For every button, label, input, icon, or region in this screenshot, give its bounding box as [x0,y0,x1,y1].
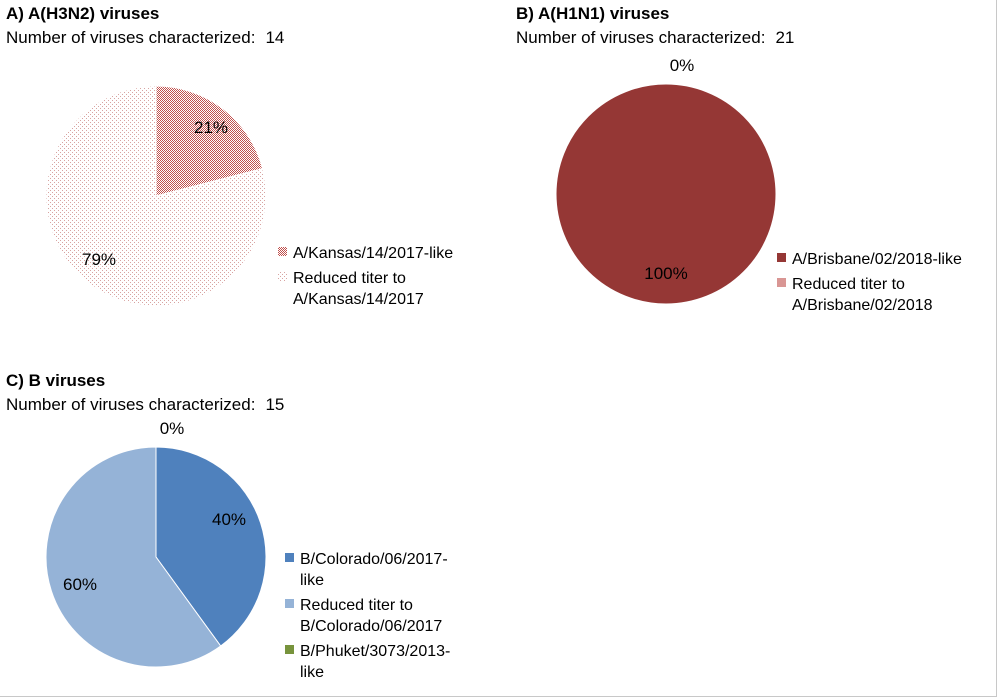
pie-c-legend-label-1: B/Colorado/06/2017- [300,551,448,568]
pie-c-slice-2 [45,446,222,668]
panel-c-title: C) B viruses [6,371,106,390]
pie-a-legend-swatch-2 [278,272,287,281]
pie-a-data-label-2: 79% [82,250,116,269]
pie-c-legend-swatch-2 [285,599,294,608]
pie-c-legend-label-2: Reduced titer to [300,597,413,614]
pie-c-legend-label-1: like [300,572,324,589]
panel-b-count: Number of viruses characterized: 21 [516,28,794,48]
pie-a-legend-label-2: A/Kansas/14/2017 [293,291,424,308]
pie-c-legend-swatch-1 [285,553,294,562]
pie-a-slice-2 [45,85,267,307]
panel-a-count-label: Number of viruses characterized: [6,28,256,47]
panel-a-count-value: 14 [265,28,285,47]
pie-b-legend-label-1: A/Brisbane/02/2018-like [792,251,962,268]
pie-c-legend-label-3: B/Phuket/3073/2013- [300,643,450,660]
pie-b-slice-1 [555,83,777,305]
panel-a-count: Number of viruses characterized: 14 [6,28,284,48]
pie-a-data-label-1: 21% [194,118,228,137]
pie-a-slice-1 [155,85,264,197]
pie-b-legend-label-2: A/Brisbane/02/2018 [792,297,933,314]
pie-c-data-label-3: 0% [160,419,185,438]
pie-c-data-label-1: 40% [212,510,246,529]
pie-b-data-label-2: 0% [670,56,695,75]
pie-c-slice-1 [155,446,267,647]
panel-c-count-label: Number of viruses characterized: [6,395,256,414]
pie-a-legend-label-1: A/Kansas/14/2017-like [293,245,453,262]
pie-c-legend-label-2: B/Colorado/06/2017 [300,618,442,635]
panel-c-count: Number of viruses characterized: 15 [6,395,284,415]
pie-a-legend-label-2: Reduced titer to [293,270,406,287]
panel-c-count-value: 15 [265,395,285,414]
panel-b-count-value: 21 [775,28,795,47]
panel-b-count-label: Number of viruses characterized: [516,28,766,47]
pie-c-data-label-2: 60% [63,575,97,594]
panel-b-title: B) A(H1N1) viruses [516,4,670,23]
panel-a-title: A) A(H3N2) viruses [6,4,160,23]
pie-b-legend-label-2: Reduced titer to [792,276,905,293]
pie-b-data-label-1: 100% [644,264,687,283]
pie-b-legend-swatch-2 [777,278,786,287]
pie-c-legend-swatch-3 [285,645,294,654]
pie-b-legend-swatch-1 [777,253,786,262]
pie-c-legend-label-3: like [300,664,324,681]
pie-a-legend-swatch-1 [278,247,287,256]
